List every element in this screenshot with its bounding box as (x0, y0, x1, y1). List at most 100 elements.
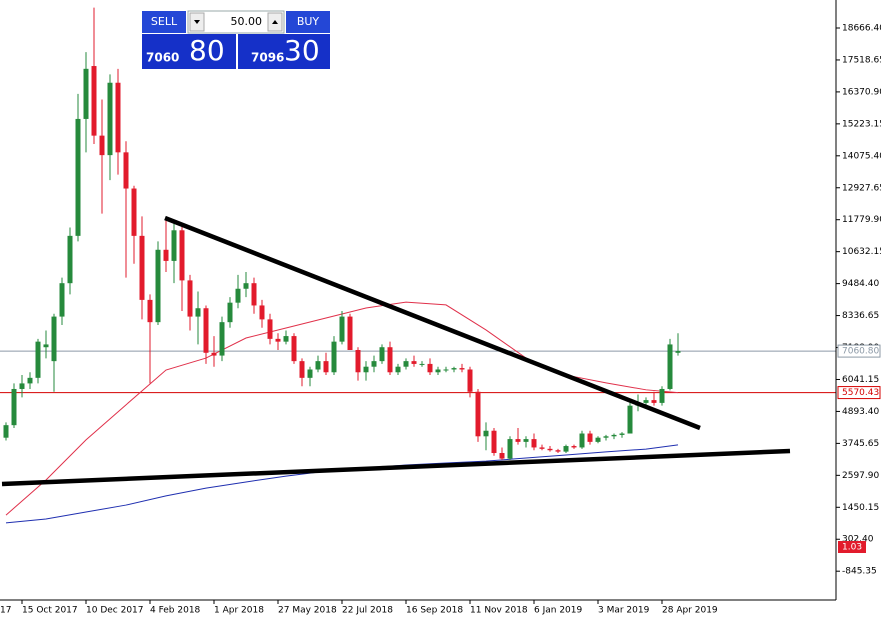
candle-body (203, 308, 209, 353)
candle-body (99, 135, 105, 156)
x-tick-label: 28 Apr 2019 (662, 606, 718, 616)
arrow-up (272, 20, 278, 24)
candle-body (155, 249, 161, 323)
candle-body (267, 319, 273, 339)
candle-body (475, 391, 481, 437)
candle-body (411, 361, 417, 364)
candle-body (523, 439, 529, 442)
candle-body (611, 434, 617, 437)
y-tick-label: 10632.15 (842, 247, 881, 257)
candle-body (379, 347, 385, 362)
candle-body (163, 249, 169, 261)
candle-body (43, 344, 49, 348)
trade-panel: SELL 50.00 BUY 7060 80 7096 30 (142, 10, 330, 69)
y-tick-label: 3745.65 (842, 439, 879, 449)
x-tick-label: 27 May 2018 (278, 606, 337, 616)
candle-body (91, 66, 97, 136)
candle-body (419, 363, 425, 365)
candle-body (67, 235, 73, 284)
candle-body (323, 361, 329, 373)
ask-pips: 30 (284, 34, 320, 67)
candle-body (211, 352, 217, 356)
candle-body (275, 338, 281, 342)
indicator-label: 1.03 (842, 543, 862, 553)
candle-body (339, 316, 345, 342)
candle-body (171, 230, 177, 261)
candle-body (179, 230, 185, 281)
candle-body (643, 400, 649, 403)
candle-body (51, 316, 57, 362)
y-tick-label: 8336.65 (842, 311, 879, 321)
candle-body (459, 368, 465, 370)
candle-body (19, 383, 25, 389)
candle-body (531, 439, 537, 448)
candle-body (651, 400, 657, 403)
candle-body (587, 433, 593, 442)
x-tick-label: 3 Mar 2019 (598, 606, 650, 616)
candle-body (619, 433, 625, 435)
x-tick-label: 10 Dec 2017 (86, 606, 144, 616)
candle-body (627, 405, 633, 434)
y-tick-label: 302.40 (842, 535, 874, 545)
candle-body (3, 425, 9, 438)
candle-body (187, 280, 193, 317)
candle-body (115, 82, 121, 153)
candle-body (235, 288, 241, 303)
candle-body (571, 446, 577, 448)
x-tick-label: 1 Apr 2018 (214, 606, 264, 616)
candle-body (259, 305, 265, 320)
candle-body (371, 361, 377, 367)
y-tick-label: 16370.90 (842, 87, 881, 97)
candle-body (147, 299, 153, 323)
candle-body (307, 369, 313, 378)
axis-labels: 18666.40 17518.65 16370.90 15223.15 14075.40… (21, 23, 881, 616)
candle-body (347, 316, 353, 350)
y-tick-label: 6041.15 (842, 375, 879, 385)
bid-pips: 80 (189, 34, 225, 67)
candle-body (515, 439, 521, 442)
candle-body (595, 437, 601, 442)
candle-body (443, 369, 449, 371)
candle-body (579, 433, 585, 448)
buy-label: BUY (297, 15, 320, 28)
lot-field[interactable] (187, 10, 285, 34)
x-tick-label: 6 Jan 2019 (534, 606, 582, 616)
candle-body (83, 68, 89, 119)
candle-body (291, 336, 297, 362)
candle-body (283, 336, 289, 342)
y-tick-label: 9484.40 (842, 279, 879, 289)
candle-body (403, 361, 409, 367)
candle-body (395, 366, 401, 373)
candle-body (467, 369, 473, 392)
price-label: 7060.80 (842, 347, 879, 357)
candle-body (59, 283, 65, 317)
candle-body (139, 235, 145, 300)
arrow-down (194, 20, 200, 24)
candle-body (659, 388, 665, 403)
candle-body (331, 341, 337, 373)
candle-body (195, 308, 201, 317)
ask-box[interactable] (238, 34, 330, 69)
candle-body (435, 369, 441, 373)
candle-body (387, 347, 393, 373)
sell-button[interactable] (142, 11, 186, 33)
y-tick-label: 11779.90 (842, 215, 881, 225)
x-tick-label: 16 Sep 2018 (406, 606, 463, 616)
candle-body (355, 350, 361, 373)
ask-main: 7096 (251, 51, 284, 65)
candle-body (603, 436, 609, 438)
candle-body (507, 439, 513, 459)
candle-body (227, 302, 233, 323)
y-tick-label: 2597.90 (842, 471, 879, 481)
candle-body (299, 361, 305, 378)
candle-body (315, 361, 321, 370)
buy-button[interactable] (286, 11, 330, 33)
x-tick-label: 15 Oct 2017 (22, 606, 78, 616)
plot (0, 7, 836, 524)
y-tick-label: -845.35 (842, 567, 877, 577)
candle-body (555, 450, 561, 452)
candle-body (547, 448, 553, 451)
bid-box[interactable] (142, 34, 236, 69)
